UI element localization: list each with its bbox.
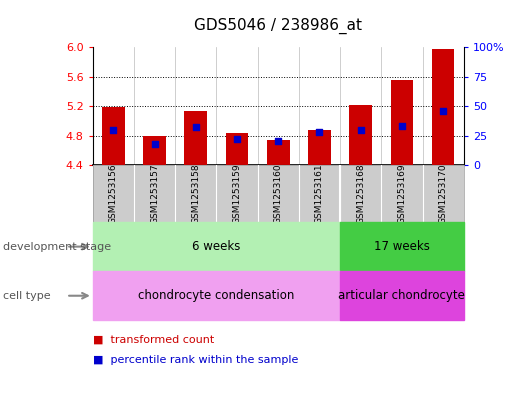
Point: [233, 136, 241, 142]
Bar: [267, 140, 289, 165]
Text: GSM1253160: GSM1253160: [274, 163, 282, 224]
Point: [398, 123, 406, 129]
Point: [274, 138, 282, 145]
Bar: [102, 107, 125, 165]
Point: [357, 127, 365, 133]
Text: 17 weeks: 17 weeks: [374, 240, 430, 253]
Text: GSM1253161: GSM1253161: [315, 163, 324, 224]
Bar: [391, 80, 413, 165]
Text: GSM1253169: GSM1253169: [398, 163, 407, 224]
Bar: [340, 271, 464, 320]
Text: GDS5046 / 238986_at: GDS5046 / 238986_at: [195, 17, 362, 34]
Bar: [184, 110, 207, 165]
Bar: [308, 130, 331, 165]
Point: [109, 127, 118, 133]
Text: cell type: cell type: [3, 291, 50, 301]
Text: GSM1253158: GSM1253158: [191, 163, 200, 224]
Text: ■  percentile rank within the sample: ■ percentile rank within the sample: [93, 354, 298, 365]
Text: GSM1253157: GSM1253157: [150, 163, 159, 224]
Text: GSM1253168: GSM1253168: [356, 163, 365, 224]
Bar: [226, 133, 249, 165]
Point: [439, 108, 447, 114]
Bar: [93, 271, 340, 320]
Bar: [340, 222, 464, 271]
Text: GSM1253170: GSM1253170: [439, 163, 448, 224]
Text: development stage: development stage: [3, 242, 111, 252]
Bar: [432, 50, 455, 165]
Point: [191, 124, 200, 130]
Text: GSM1253156: GSM1253156: [109, 163, 118, 224]
Point: [151, 141, 159, 147]
Bar: [93, 222, 340, 271]
Bar: [143, 136, 166, 165]
Text: chondrocyte condensation: chondrocyte condensation: [138, 289, 295, 302]
Point: [315, 129, 324, 135]
Text: articular chondrocyte: articular chondrocyte: [339, 289, 465, 302]
Text: 6 weeks: 6 weeks: [192, 240, 241, 253]
Text: ■  transformed count: ■ transformed count: [93, 335, 214, 345]
Bar: [349, 105, 372, 165]
Text: GSM1253159: GSM1253159: [233, 163, 242, 224]
